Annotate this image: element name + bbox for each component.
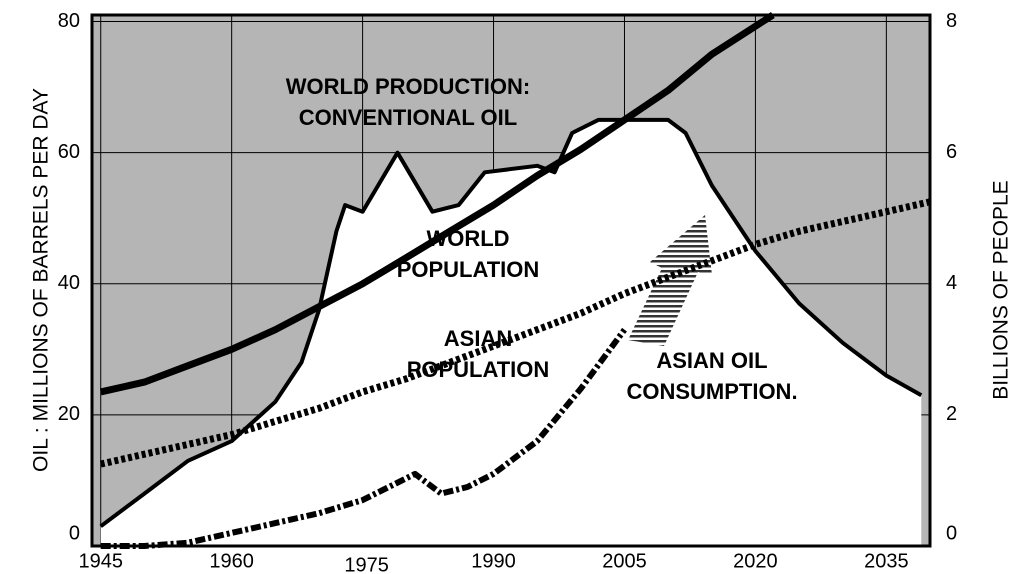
line xyxy=(99,198,931,468)
annotation: POPULATION xyxy=(397,257,540,282)
y-tick-label: 0 xyxy=(69,522,80,544)
y2-tick-label: 2 xyxy=(946,403,957,425)
line xyxy=(99,12,775,396)
y-tick-label: 20 xyxy=(58,403,80,425)
y2-tick-label: 4 xyxy=(946,272,957,294)
annotation: WORLD xyxy=(426,226,509,251)
annotation: WORLD PRODUCTION: xyxy=(286,74,530,99)
y2-tick-label: 0 xyxy=(946,522,957,544)
x-tick-label: 1990 xyxy=(471,550,516,572)
annotation: CONSUMPTION. xyxy=(626,379,797,404)
annotation: ASIAN OIL xyxy=(656,348,767,373)
y2-axis-label: BILLIONS OF PEOPLE xyxy=(990,180,1013,399)
area xyxy=(100,119,922,547)
annotation: ASIAN xyxy=(444,326,512,351)
x-tick-label: 1975 xyxy=(344,554,389,574)
annotation: POPULATION xyxy=(407,357,550,382)
plot-frame xyxy=(90,13,932,548)
x-tick-label: 1945 xyxy=(78,550,123,572)
annotation: CONVENTIONAL OIL xyxy=(299,105,517,130)
y-tick-label: 60 xyxy=(58,141,80,163)
x-tick-label: 1960 xyxy=(209,550,254,572)
y-tick-label: 40 xyxy=(58,272,80,294)
x-tick-label: 2020 xyxy=(733,550,778,572)
y2-tick-label: 6 xyxy=(946,141,957,163)
y-axis-label: OIL : MILLIONS OF BARRELS PER DAY xyxy=(30,88,53,472)
line xyxy=(100,327,627,549)
line xyxy=(99,117,923,528)
y2-tick-label: 8 xyxy=(946,10,957,32)
x-tick-label: 2035 xyxy=(864,550,909,572)
x-tick-label: 2005 xyxy=(602,550,647,572)
y-tick-label: 80 xyxy=(58,10,80,32)
arrow xyxy=(628,215,712,346)
